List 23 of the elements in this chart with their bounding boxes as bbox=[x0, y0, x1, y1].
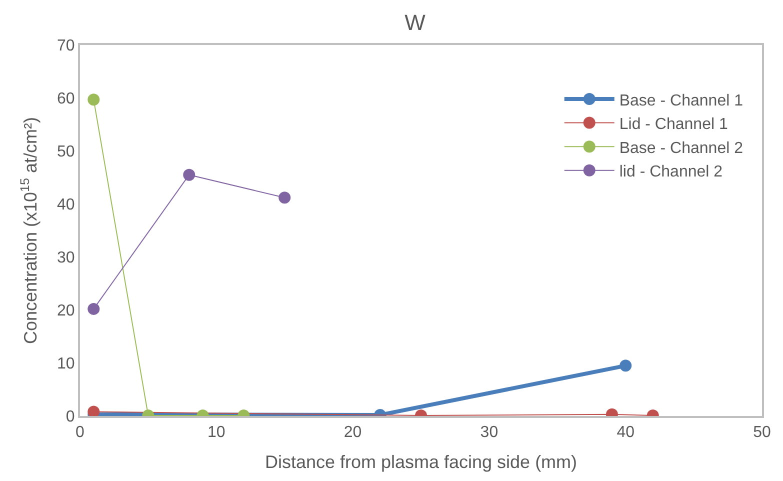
chart-title: W bbox=[404, 10, 426, 35]
y-tick-label: 70 bbox=[57, 38, 75, 55]
legend-label: Lid - Channel 1 bbox=[619, 116, 728, 134]
legend-label: Base - Channel 2 bbox=[619, 140, 744, 157]
y-tick-label: 50 bbox=[57, 144, 75, 161]
x-tick-label: 50 bbox=[753, 424, 771, 442]
point bbox=[88, 94, 100, 106]
y-tick-label: 30 bbox=[57, 250, 75, 267]
x-tick-label: 10 bbox=[208, 424, 226, 442]
y-tick-label: 60 bbox=[57, 90, 75, 108]
legend-label: lid - Channel 2 bbox=[619, 164, 723, 181]
y-tick-label: 20 bbox=[57, 302, 75, 320]
x-tick-label: 30 bbox=[480, 424, 498, 442]
y-tick-label: 0 bbox=[66, 408, 75, 426]
x-axis-title: Distance from plasma facing side (mm) bbox=[264, 452, 578, 472]
x-tick-label: 40 bbox=[616, 424, 635, 442]
point bbox=[88, 302, 100, 315]
legend-label: Base - Channel 1 bbox=[619, 92, 744, 110]
y-tick-label: 40 bbox=[57, 196, 75, 214]
point bbox=[183, 168, 196, 181]
point bbox=[278, 192, 291, 204]
y-tick-label: 10 bbox=[57, 356, 75, 373]
x-tick-label: 20 bbox=[344, 424, 362, 442]
